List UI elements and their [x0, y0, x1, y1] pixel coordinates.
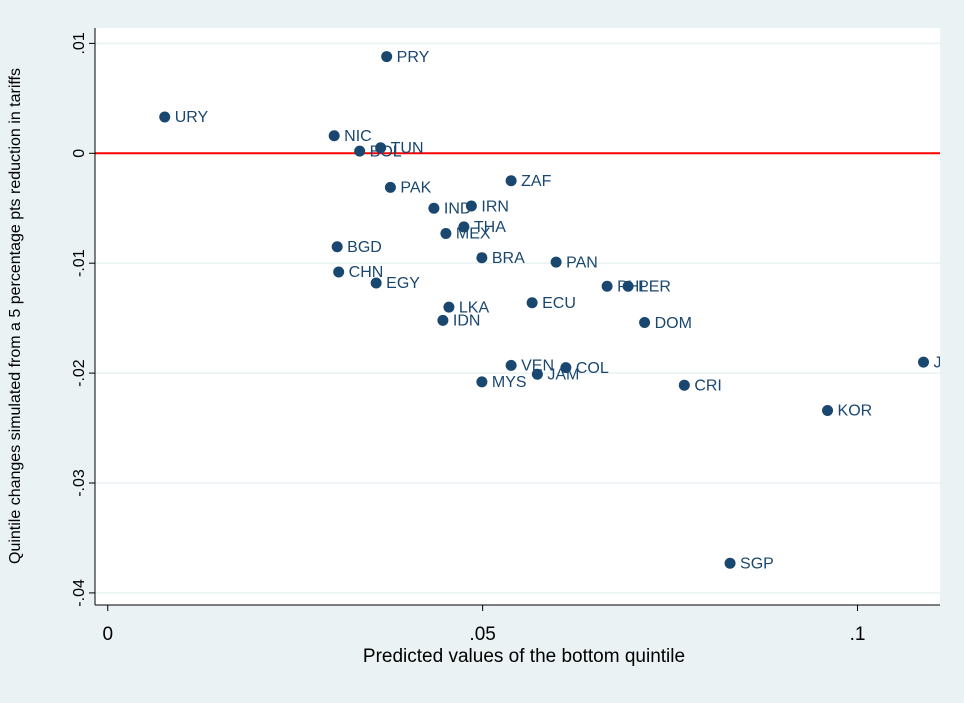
point-label: URY: [175, 109, 209, 126]
point: [458, 221, 470, 233]
point: [724, 557, 736, 569]
point: [328, 130, 340, 142]
point-label: NIC: [344, 128, 372, 145]
point: [678, 379, 690, 391]
point-label: CRI: [694, 377, 722, 394]
point: [476, 252, 488, 264]
point: [443, 301, 455, 313]
point-label: IND: [444, 200, 472, 217]
point: [465, 200, 477, 212]
y-axis-title: Quintile changes simulated from a 5 perc…: [7, 68, 24, 564]
x-tick-label: 0: [102, 624, 113, 645]
point-label: TUN: [391, 140, 424, 157]
point-label: PAK: [400, 180, 431, 197]
point-label: LKA: [459, 299, 490, 316]
point: [354, 145, 366, 157]
point: [550, 256, 562, 268]
point: [333, 266, 345, 278]
y-tick-label: .01: [71, 32, 88, 54]
point-label: JOR: [934, 354, 964, 371]
point: [531, 368, 543, 380]
point-label: CHN: [349, 264, 384, 281]
point-label: MYS: [492, 374, 527, 391]
point: [622, 280, 634, 292]
point-label: DOM: [655, 315, 692, 332]
y-tick-label: -.02: [71, 359, 88, 387]
point: [526, 297, 538, 309]
point-label: PAN: [566, 254, 598, 271]
y-tick-label: 0: [71, 149, 88, 158]
point: [437, 314, 449, 326]
point: [331, 241, 343, 253]
point-label: IDN: [453, 313, 481, 330]
point: [639, 317, 651, 329]
point: [476, 376, 488, 388]
point-label: EGY: [386, 275, 420, 292]
point-label: ZAF: [521, 173, 551, 190]
point-label: VEN: [521, 358, 554, 375]
point: [428, 202, 440, 214]
point: [384, 181, 396, 193]
y-tick-label: -.04: [71, 579, 88, 607]
x-tick-label: .1: [850, 624, 866, 645]
plot-area: [95, 28, 940, 605]
point: [159, 111, 171, 123]
point: [822, 404, 834, 416]
point: [375, 142, 387, 154]
point-label: MEX: [456, 226, 491, 243]
point: [601, 280, 613, 292]
point-label: PRY: [397, 49, 430, 66]
point: [505, 359, 517, 371]
point-label: SGP: [740, 555, 774, 572]
point-label: KOR: [838, 403, 873, 420]
point: [381, 51, 393, 63]
point: [560, 362, 572, 374]
y-tick-label: -.03: [71, 469, 88, 497]
point: [370, 277, 382, 289]
point-label: BRA: [492, 250, 525, 267]
y-tick-label: -.01: [71, 249, 88, 277]
point: [918, 356, 930, 368]
point-label: ECU: [542, 295, 576, 312]
point-label: PER: [638, 278, 671, 295]
point-label: COL: [576, 360, 609, 377]
point-label: BGD: [347, 239, 382, 256]
x-tick-label: .05: [469, 624, 495, 645]
point-label: THA: [474, 219, 506, 236]
point-label: JAM: [547, 366, 579, 383]
point-label: IRN: [481, 198, 509, 215]
x-axis-title: Predicted values of the bottom quintile: [363, 646, 685, 667]
point: [440, 228, 452, 240]
point: [505, 175, 517, 187]
